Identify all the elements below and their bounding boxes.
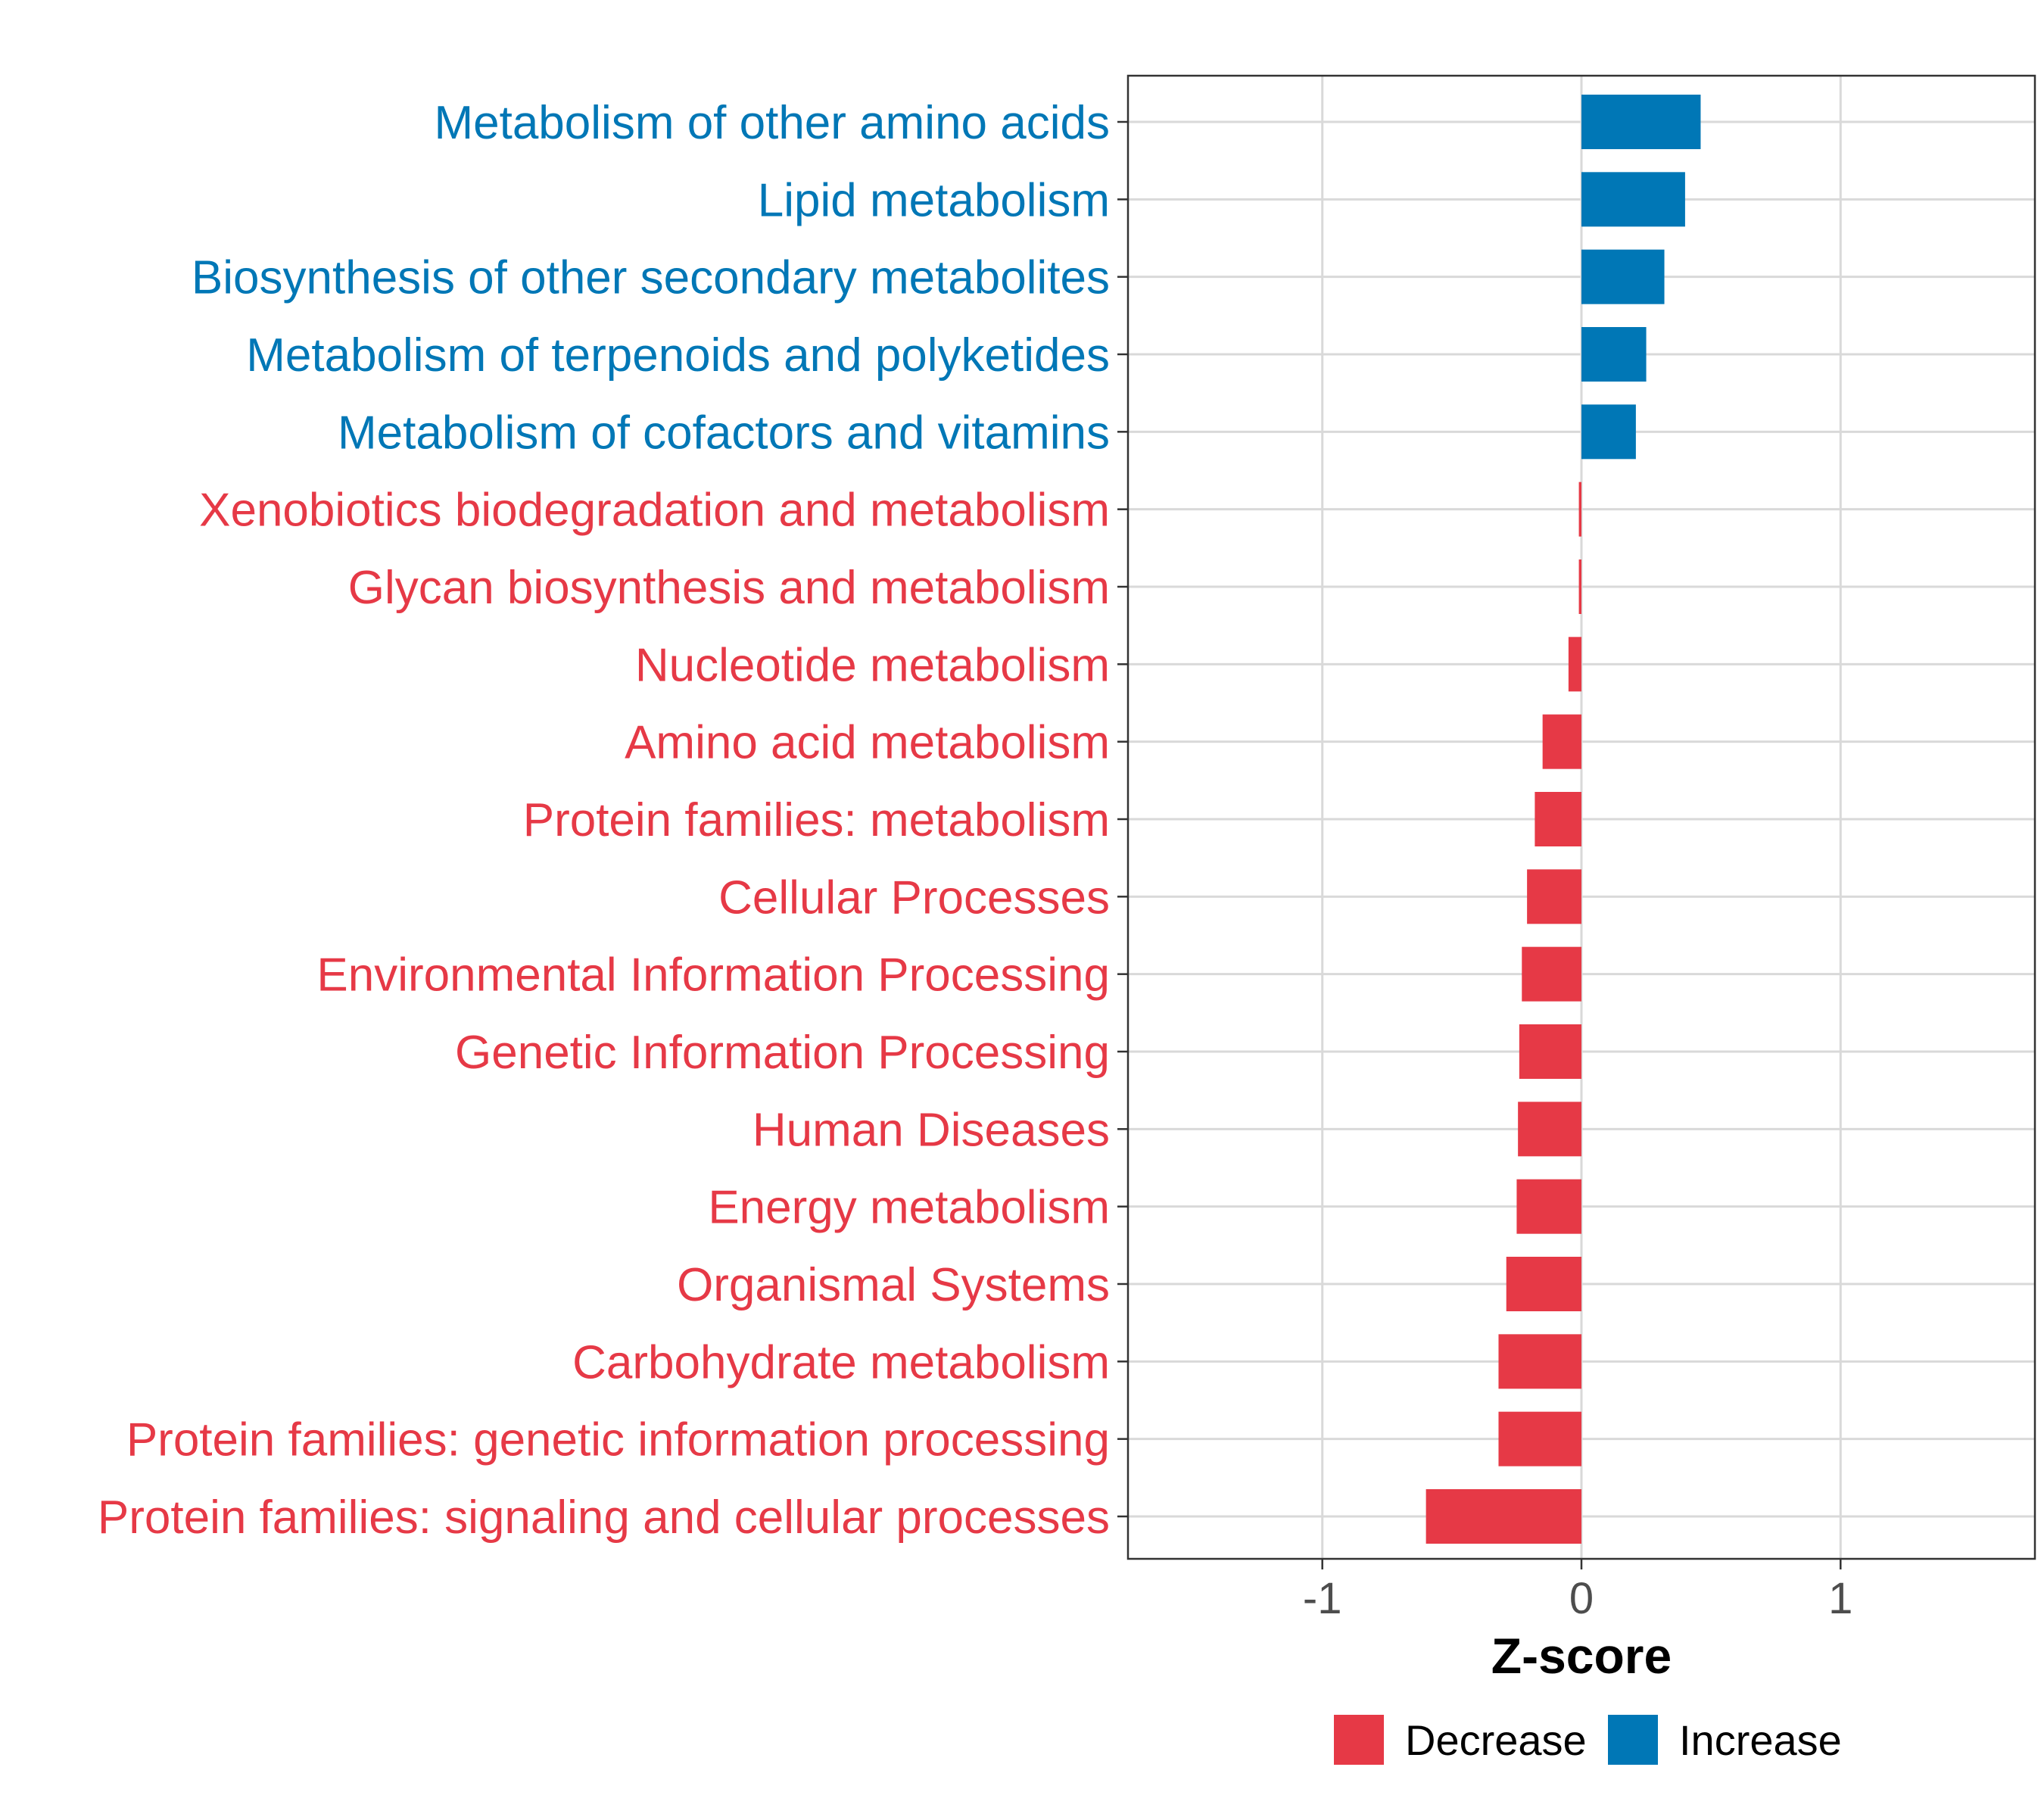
plot-panel-border <box>1126 74 2036 1560</box>
category-label: Metabolism of other amino acids <box>434 97 1110 149</box>
category-label: Amino acid metabolism <box>625 717 1110 769</box>
bar <box>1581 404 1636 460</box>
bar <box>1426 1489 1581 1544</box>
legend: Decrease Increase <box>1334 1715 1842 1765</box>
category-label: Organismal Systems <box>677 1259 1110 1311</box>
bar <box>1581 249 1665 304</box>
category-label: Xenobiotics biodegradation and metabolis… <box>199 485 1110 537</box>
bar <box>1581 327 1647 382</box>
legend-label-increase: Increase <box>1679 1716 1842 1764</box>
bar <box>1516 1179 1581 1234</box>
category-label: Environmental Information Processing <box>316 949 1110 1002</box>
bars <box>1426 95 1701 1544</box>
category-label: Carbohydrate metabolism <box>572 1336 1110 1388</box>
x-tick-label: -1 <box>1303 1574 1342 1623</box>
category-label: Nucleotide metabolism <box>635 639 1110 691</box>
x-axis-ticks: -1 0 1 <box>1117 120 1852 1623</box>
x-axis-title: Z-score <box>1491 1628 1672 1684</box>
bar <box>1568 637 1581 692</box>
bar <box>1535 792 1581 846</box>
bar <box>1506 1257 1581 1311</box>
category-label: Metabolism of cofactors and vitamins <box>338 407 1110 459</box>
bar <box>1498 1334 1581 1389</box>
bar <box>1542 714 1581 769</box>
bar <box>1578 559 1581 614</box>
category-label: Genetic Information Processing <box>455 1027 1110 1079</box>
bar <box>1498 1411 1581 1466</box>
bar <box>1518 1102 1581 1157</box>
legend-label-decrease: Decrease <box>1405 1716 1587 1764</box>
category-label: Biosynthesis of other secondary metaboli… <box>192 252 1110 304</box>
bar <box>1519 1024 1581 1079</box>
legend-key-increase <box>1608 1715 1658 1765</box>
category-label: Protein families: metabolism <box>523 794 1110 846</box>
bar <box>1581 95 1701 149</box>
category-label: Cellular Processes <box>718 871 1110 924</box>
legend-key-decrease <box>1334 1715 1384 1765</box>
bar <box>1578 482 1581 537</box>
category-label: Human Diseases <box>752 1104 1110 1156</box>
bar <box>1527 869 1581 924</box>
category-label: Lipid metabolism <box>758 174 1110 226</box>
bar <box>1522 946 1581 1002</box>
bar <box>1581 172 1685 227</box>
category-labels: Metabolism of other amino acids Lipid met… <box>98 97 1110 1544</box>
category-label: Protein families: genetic information pr… <box>126 1414 1110 1466</box>
category-label: Metabolism of terpenoids and polyketides <box>246 329 1110 382</box>
category-label: Glycan biosynthesis and metabolism <box>348 562 1110 614</box>
x-tick-label: 0 <box>1569 1574 1594 1623</box>
category-label: Energy metabolism <box>708 1182 1110 1234</box>
x-tick-label: 1 <box>1828 1574 1852 1623</box>
category-label: Protein families: signaling and cellular… <box>98 1491 1110 1544</box>
